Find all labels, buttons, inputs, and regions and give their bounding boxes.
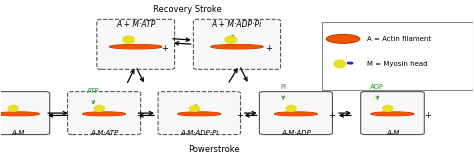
Ellipse shape xyxy=(180,112,219,115)
Ellipse shape xyxy=(0,112,39,116)
Text: Pi: Pi xyxy=(280,84,286,90)
Text: +: + xyxy=(424,111,431,120)
Ellipse shape xyxy=(0,112,37,115)
FancyBboxPatch shape xyxy=(259,92,332,135)
Ellipse shape xyxy=(8,105,18,111)
Text: Powerstroke: Powerstroke xyxy=(188,145,239,155)
Text: A-M: A-M xyxy=(386,130,399,136)
Ellipse shape xyxy=(371,112,414,116)
Text: A = Actin filament: A = Actin filament xyxy=(366,36,431,42)
Ellipse shape xyxy=(190,105,200,111)
Ellipse shape xyxy=(94,105,104,111)
Text: A + M·ATP: A + M·ATP xyxy=(116,20,155,29)
Text: ATP: ATP xyxy=(87,88,100,93)
Ellipse shape xyxy=(83,112,125,116)
Ellipse shape xyxy=(211,45,263,49)
Ellipse shape xyxy=(286,105,296,111)
Ellipse shape xyxy=(383,105,393,111)
Ellipse shape xyxy=(225,36,237,43)
Text: +: + xyxy=(161,44,168,53)
Ellipse shape xyxy=(328,36,358,42)
Ellipse shape xyxy=(112,45,160,48)
Ellipse shape xyxy=(213,45,261,48)
FancyBboxPatch shape xyxy=(68,92,141,135)
Text: +: + xyxy=(236,111,243,120)
Ellipse shape xyxy=(110,45,162,49)
Ellipse shape xyxy=(275,112,317,116)
Text: A + M·ADP·Pi: A + M·ADP·Pi xyxy=(212,20,262,29)
Text: M = Myosin head: M = Myosin head xyxy=(366,61,427,67)
Text: Recovery Stroke: Recovery Stroke xyxy=(153,5,222,14)
Text: A-M·ADP·Pi: A-M·ADP·Pi xyxy=(180,130,219,136)
FancyBboxPatch shape xyxy=(0,92,50,135)
Ellipse shape xyxy=(84,112,124,115)
Ellipse shape xyxy=(373,112,412,115)
FancyBboxPatch shape xyxy=(193,19,281,69)
Ellipse shape xyxy=(276,112,315,115)
FancyBboxPatch shape xyxy=(361,92,424,135)
Text: A-M: A-M xyxy=(11,130,25,136)
Ellipse shape xyxy=(178,112,220,116)
Text: ADP: ADP xyxy=(370,84,384,90)
Text: +: + xyxy=(328,111,335,120)
Ellipse shape xyxy=(327,35,359,43)
FancyBboxPatch shape xyxy=(158,92,240,135)
FancyBboxPatch shape xyxy=(322,22,473,90)
Text: A-M·ADP: A-M·ADP xyxy=(281,130,311,136)
FancyBboxPatch shape xyxy=(97,19,174,69)
Ellipse shape xyxy=(123,36,135,43)
Ellipse shape xyxy=(334,60,346,68)
Text: +: + xyxy=(265,44,273,53)
Text: +: + xyxy=(136,111,143,120)
Text: A-M·ATP: A-M·ATP xyxy=(90,130,118,136)
